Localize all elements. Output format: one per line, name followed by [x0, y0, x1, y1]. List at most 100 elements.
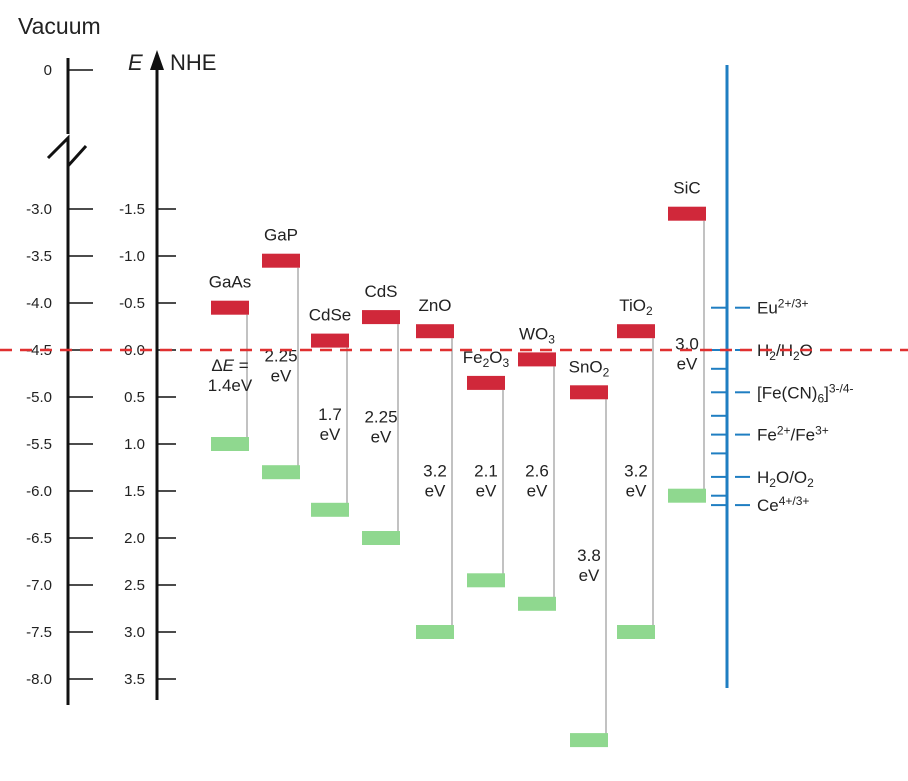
- semiconductor-label: ZnO: [418, 296, 451, 315]
- vacuum-tick-label: -7.5: [26, 624, 52, 641]
- nhe-tick-label: 3.0: [124, 624, 145, 641]
- energy-symbol: E: [223, 356, 235, 375]
- semiconductor-name: Fe: [463, 348, 483, 367]
- vacuum-tick-label: -5.0: [26, 389, 52, 406]
- conduction-band-bar: [211, 300, 249, 315]
- vacuum-tick-label: -8.0: [26, 671, 52, 688]
- redox-couple-label: [Fe(CN)6]3-/4-: [757, 381, 854, 405]
- semiconductor-name: SiC: [673, 179, 700, 198]
- semiconductor-cdse: CdSe 1.7eV: [309, 306, 352, 517]
- band-gap-value: 1.4eV: [208, 376, 253, 395]
- nhe-tick-label: -1.5: [119, 201, 145, 218]
- band-gap-value: 2.6: [525, 462, 549, 481]
- vacuum-axis-ticks: 0 -3.0 -3.5 -4.0 -4.5 -5.0 -5.5 -6.0 -6.5 -7.0 -7.…: [26, 62, 93, 688]
- vacuum-axis-title: Vacuum: [18, 13, 101, 39]
- valence-band-bar: [617, 625, 655, 639]
- vacuum-tick-label: -7.0: [26, 577, 52, 594]
- semiconductor-label: WO3: [519, 324, 555, 346]
- band-gap-value: ΔE =: [211, 356, 248, 375]
- conduction-band-bar: [668, 206, 706, 221]
- band-gap-value: eV: [371, 428, 392, 447]
- semiconductor-label: GaP: [264, 226, 298, 245]
- semiconductor-name: SnO: [569, 357, 603, 376]
- band-gap-value: 2.25: [364, 408, 397, 427]
- semiconductor-label: GaAs: [209, 273, 252, 292]
- nhe-tick-label: -1.0: [119, 248, 145, 265]
- redox-couple-label: Fe2+/Fe3+: [757, 424, 829, 445]
- semiconductor-label: CdS: [364, 282, 397, 301]
- vacuum-tick-label: -3.0: [26, 201, 52, 218]
- semiconductor-subscript: 2: [483, 356, 490, 370]
- conduction-band-bar: [467, 375, 505, 390]
- band-gap-value: eV: [476, 482, 497, 501]
- semiconductor-name: CdS: [364, 282, 397, 301]
- redox-label-part: H: [757, 468, 769, 487]
- band-gap-value: eV: [626, 482, 647, 501]
- semiconductor-zno: ZnO 3.2eV: [416, 296, 454, 639]
- conduction-band-bar: [416, 324, 454, 339]
- redox-label-part: 2: [769, 349, 776, 363]
- vacuum-tick-label: -5.5: [26, 436, 52, 453]
- semiconductor-subscript: 2: [646, 304, 653, 318]
- redox-label-part: O/O: [776, 468, 807, 487]
- redox-label-part: /Fe: [791, 426, 816, 445]
- semiconductor-subscript: 3: [503, 356, 510, 370]
- redox-label-part: 2+: [777, 424, 791, 438]
- conduction-band-bar: [518, 352, 556, 367]
- semiconductor-name: CdSe: [309, 306, 352, 325]
- redox-couple-label: H2/H2O: [757, 341, 813, 363]
- band-gap-value: eV: [579, 566, 600, 585]
- semiconductor-sno2: SnO2 3.8eV: [569, 357, 610, 748]
- redox-label-part: 6: [817, 391, 824, 405]
- semiconductor-label: SiC: [673, 179, 700, 198]
- redox-label-part: 3+: [815, 424, 829, 438]
- equals-sign: =: [234, 356, 249, 375]
- redox-label-part: 2: [807, 476, 814, 490]
- semiconductor-subscript: 3: [548, 332, 555, 346]
- arrow-up-icon: [150, 50, 164, 70]
- delta-symbol: Δ: [211, 356, 222, 375]
- redox-couple-label: Eu2+/3+: [757, 297, 809, 318]
- nhe-axis: [150, 50, 164, 700]
- band-gap-value: eV: [677, 355, 698, 374]
- valence-band-bar: [518, 596, 556, 611]
- redox-couples: Eu2+/3+H2/H2O[Fe(CN)6]3-/4-Fe2+/Fe3+H2O/…: [711, 297, 854, 515]
- nhe-axis-title-e: E: [128, 50, 143, 75]
- band-gap-value: 1.7: [318, 405, 342, 424]
- band-gap-value: eV: [320, 425, 341, 444]
- nhe-tick-label: 2.5: [124, 577, 145, 594]
- nhe-axis-title-ref: NHE: [170, 50, 216, 75]
- semiconductor-label: CdSe: [309, 306, 352, 325]
- redox-label-part: Fe: [757, 426, 777, 445]
- nhe-tick-label: 3.5: [124, 671, 145, 688]
- vacuum-tick-label: -6.0: [26, 483, 52, 500]
- semiconductor-label: Fe2O3: [463, 348, 510, 370]
- nhe-tick-label: 0.5: [124, 389, 145, 406]
- nhe-axis-ticks: -1.5 -1.0 -0.5 0.0 0.5 1.0 1.5 2.0 2.5 3.0 3.5: [119, 201, 176, 688]
- semiconductor-name: GaP: [264, 226, 298, 245]
- vacuum-tick-label: -4.5: [26, 342, 52, 359]
- vacuum-tick-label: 0: [44, 62, 52, 79]
- conduction-band-bar: [570, 385, 608, 400]
- band-gap-value: eV: [425, 482, 446, 501]
- vacuum-tick-label: -6.5: [26, 530, 52, 547]
- redox-label-part: 2: [793, 349, 800, 363]
- vacuum-tick-label: -3.5: [26, 248, 52, 265]
- conduction-band-bar: [362, 310, 400, 325]
- nhe-tick-label: 1.5: [124, 483, 145, 500]
- valence-band-bar: [668, 488, 706, 503]
- band-gap-value: 2.1: [474, 462, 498, 481]
- redox-label-part: ]: [824, 383, 829, 402]
- redox-couple-label: H2O/O2: [757, 468, 814, 490]
- semiconductor-name-part: O: [489, 348, 502, 367]
- vacuum-axis: [46, 58, 88, 705]
- semiconductor-label: TiO2: [619, 296, 653, 318]
- valence-band-bar: [211, 437, 249, 451]
- semiconductor-name: TiO: [619, 296, 646, 315]
- semiconductor-wo3: WO3 2.6eV: [518, 324, 556, 611]
